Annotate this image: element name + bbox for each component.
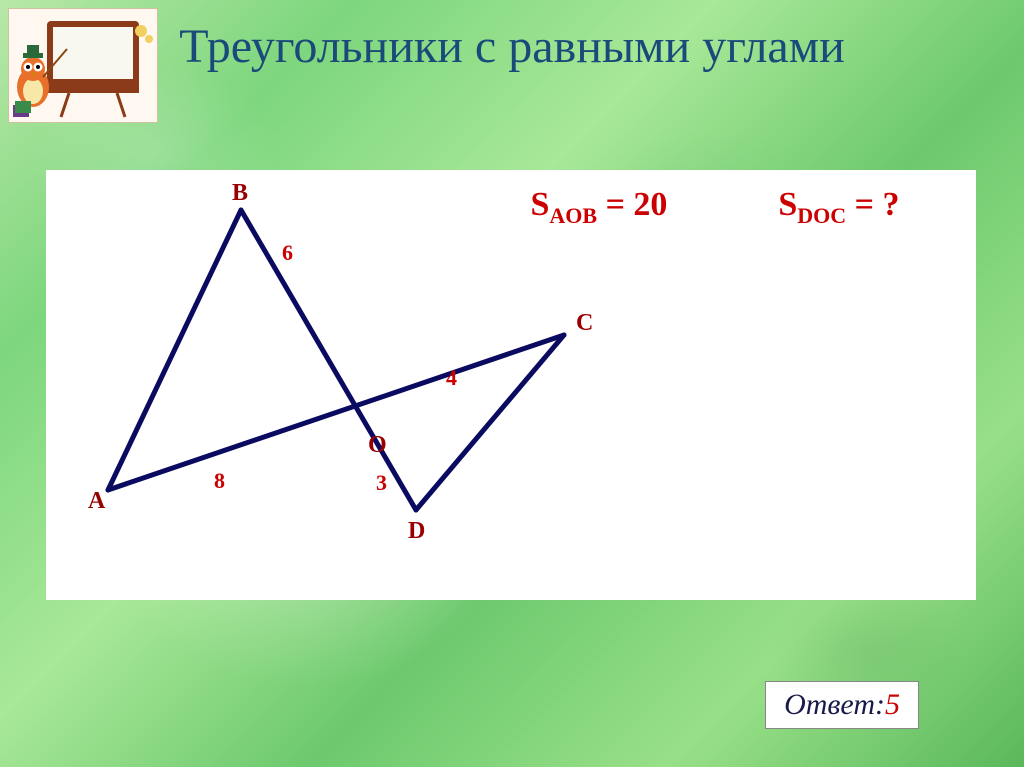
formula-box: SAOB = 20 SDOC = ? [455,170,975,245]
vertex-label-D: D [408,518,425,544]
s-label-1: S [530,186,549,223]
vertex-label-O: O [368,432,387,458]
edge-label-1: 4 [446,365,457,390]
vertex-label-A: A [88,488,106,514]
segment-BD [241,210,416,510]
page-title: Треугольники с равными углами [0,18,1024,76]
segment-AB [108,210,241,490]
s-sub-2: DOC [797,203,846,228]
answer-box: Ответ:5 [765,681,919,729]
answer-label: Ответ: [784,688,885,721]
vertex-label-C: C [576,310,593,336]
s-sub-1: AOB [549,203,597,228]
vertex-label-B: B [232,180,248,206]
edge-label-2: 8 [214,468,225,493]
s-eq-2: = ? [846,186,899,223]
answer-value: 5 [885,688,900,721]
formula-saob: SAOB = 20 [530,186,667,229]
s-label-2: S [778,186,797,223]
s-eq-1: = 20 [597,186,667,223]
edge-label-3: 3 [376,470,387,495]
edge-label-0: 6 [282,240,293,265]
formula-sdoc: SDOC = ? [778,186,899,229]
